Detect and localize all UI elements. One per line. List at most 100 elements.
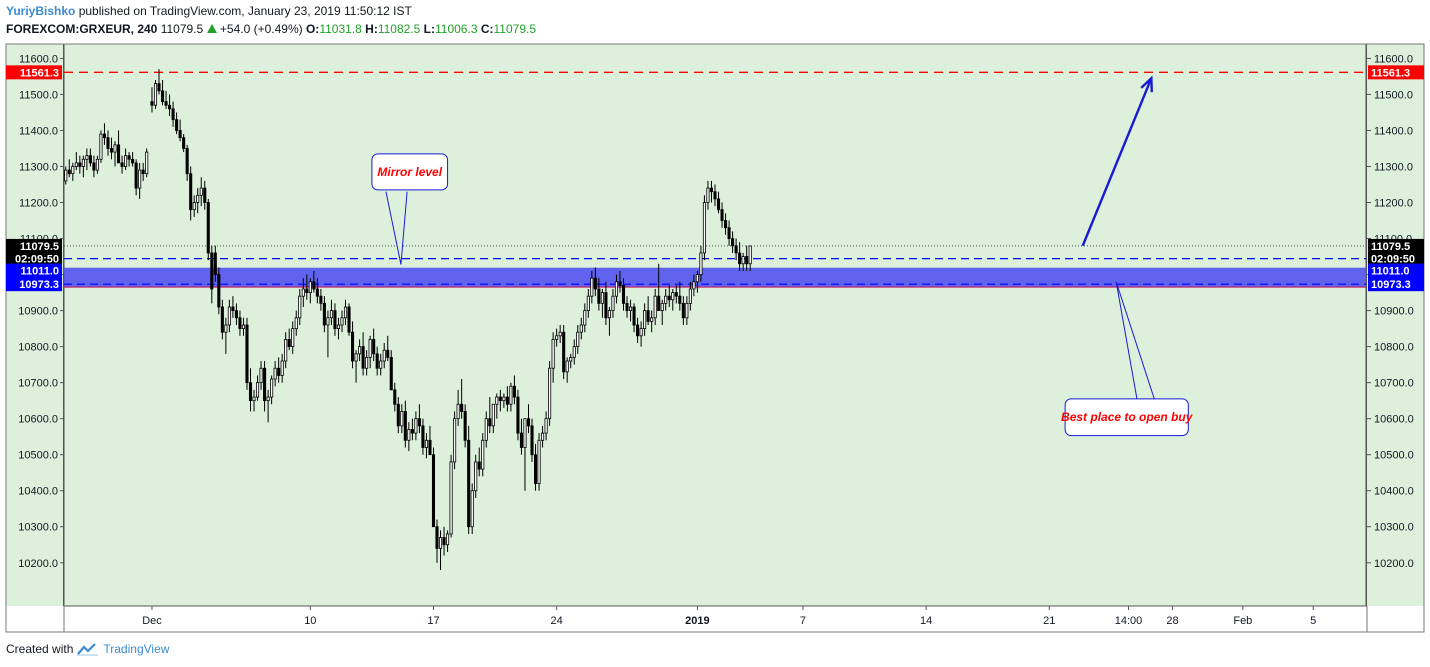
candle — [210, 252, 214, 290]
y-tick-label-left: 11400.0 — [19, 125, 58, 137]
candle — [716, 198, 721, 211]
price-label-right: 11079.5 — [1371, 241, 1410, 253]
x-tick-label: 24 — [551, 615, 563, 627]
y-tick-label-right: 10900.0 — [1374, 306, 1414, 318]
candle — [396, 403, 400, 427]
x-tick-label: 10 — [304, 615, 316, 627]
buy-zone-band — [64, 267, 1366, 288]
price-label-right-bg — [1368, 277, 1424, 292]
x-tick-label: 7 — [800, 615, 806, 627]
candle — [470, 490, 474, 528]
candle — [343, 306, 348, 319]
candle — [245, 324, 249, 384]
candle — [168, 104, 172, 110]
candle — [206, 202, 210, 254]
candle — [217, 274, 221, 308]
candle — [681, 302, 685, 319]
close-key: C: — [480, 22, 494, 36]
candle — [572, 346, 576, 358]
candle — [551, 339, 555, 369]
candle — [400, 411, 404, 427]
candle — [74, 162, 78, 167]
candle — [273, 367, 277, 380]
symbol-name: FOREXCOM:GRXEUR, 240 — [6, 22, 158, 36]
candle — [259, 367, 263, 384]
candle — [660, 302, 664, 311]
candle — [727, 227, 731, 239]
price-label-right-bg — [1368, 65, 1424, 80]
candle — [537, 439, 541, 484]
candle — [372, 339, 376, 355]
open-value: 11031.8 — [319, 22, 362, 36]
candle — [611, 295, 615, 311]
candle — [354, 353, 358, 362]
candle — [185, 148, 189, 175]
y-tick-label-left: 11600.0 — [19, 53, 58, 65]
candle — [646, 310, 650, 322]
candle — [351, 331, 355, 362]
candle — [141, 169, 145, 175]
candle — [213, 252, 217, 275]
candle — [160, 90, 165, 103]
x-tick-label: 21 — [1043, 615, 1055, 627]
candle — [745, 256, 749, 265]
tradingview-brand[interactable]: TradingView — [103, 642, 170, 656]
plot-area — [64, 44, 1366, 606]
y-tick-label-left: 10300.0 — [18, 522, 58, 534]
mirror-callout-pointer — [385, 191, 408, 265]
y-tick-label-left: 11300.0 — [19, 161, 58, 173]
x-tick-label: Dec — [142, 615, 162, 627]
candle — [109, 148, 114, 153]
candle — [583, 310, 587, 326]
candle — [664, 295, 668, 304]
open-key: O: — [305, 22, 320, 36]
candle — [178, 130, 182, 139]
price-label-left: 02:09:50 — [15, 254, 59, 266]
candle — [424, 439, 428, 448]
candle — [150, 101, 154, 106]
candle — [231, 306, 235, 311]
author-name[interactable]: YuriyBishko — [6, 4, 76, 18]
candle — [498, 396, 502, 402]
candle — [533, 454, 538, 484]
candle — [650, 317, 654, 322]
candle — [315, 288, 319, 297]
candle — [706, 187, 710, 203]
price-label-right-bg — [1368, 251, 1424, 266]
candle — [657, 295, 661, 311]
price-label-right: 02:09:50 — [1371, 254, 1415, 266]
y-tick-label-left: 10500.0 — [18, 450, 58, 462]
candle — [558, 331, 562, 337]
candle — [389, 357, 393, 391]
y-tick-label-left: 10700.0 — [18, 378, 58, 390]
candle — [667, 295, 671, 301]
candle — [95, 158, 99, 171]
candle — [127, 155, 131, 160]
right-axis-panel — [1367, 44, 1424, 606]
candle — [305, 288, 309, 293]
candle — [431, 454, 436, 528]
candle — [382, 349, 386, 362]
candle — [78, 162, 82, 167]
y-tick-label-right: 10200.0 — [1374, 558, 1414, 570]
candle — [576, 331, 580, 348]
mirror-level-label: Mirror level — [377, 165, 442, 179]
candle — [234, 310, 238, 319]
candle — [365, 357, 369, 369]
y-tick-label-left: 10800.0 — [18, 342, 58, 354]
candle — [607, 310, 611, 319]
candle — [301, 288, 305, 297]
candle — [322, 302, 326, 326]
low-value: 11006.3 — [435, 22, 478, 36]
x-tick-label: Feb — [1233, 615, 1252, 627]
candle — [699, 252, 703, 275]
candle — [671, 292, 675, 301]
footer: Created with TradingView — [6, 642, 169, 656]
candle — [428, 439, 432, 456]
candle — [361, 346, 365, 369]
publish-info: published on TradingView.com, January 23… — [78, 4, 412, 18]
trend-arrow-head — [1140, 75, 1153, 93]
price-label-left: 11561.3 — [20, 67, 59, 79]
candle — [340, 317, 344, 326]
